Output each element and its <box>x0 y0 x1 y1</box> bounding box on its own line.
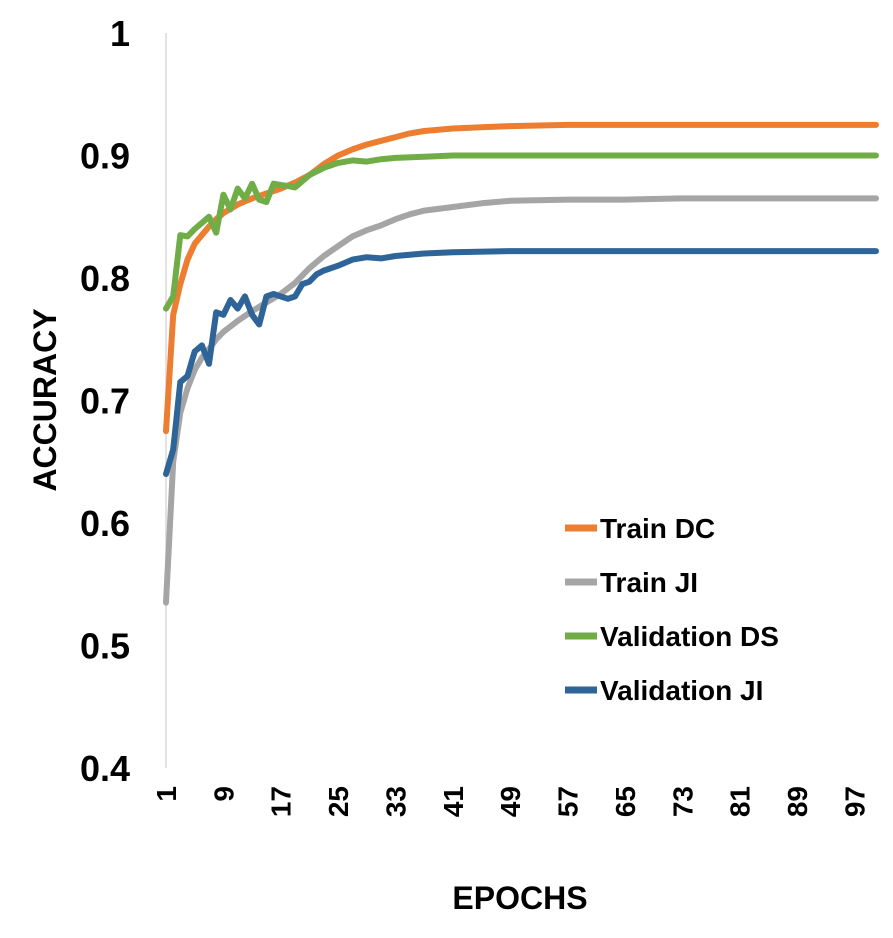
x-tick-label: 41 <box>438 786 469 817</box>
y-tick-label: 0.7 <box>80 381 130 422</box>
x-axis-ticks: 1 9 17 25 33 41 49 57 65 73 81 89 97 <box>151 786 870 817</box>
x-tick-label: 25 <box>323 786 354 817</box>
legend-label: Train DC <box>600 513 715 544</box>
y-axis-ticks: 0.4 0.5 0.6 0.7 0.8 0.9 1 <box>80 13 130 789</box>
y-tick-label: 0.5 <box>80 626 130 667</box>
x-tick-label: 89 <box>782 786 813 817</box>
x-tick-label: 65 <box>610 786 641 817</box>
x-tick-label: 73 <box>667 786 698 817</box>
x-tick-label: 9 <box>208 786 239 802</box>
x-tick-label: 17 <box>266 786 297 817</box>
legend-label: Train JI <box>600 567 698 598</box>
x-tick-label: 49 <box>495 786 526 817</box>
x-tick-label: 33 <box>380 786 411 817</box>
y-axis-title: ACCURACY <box>27 308 63 491</box>
x-tick-label: 57 <box>553 786 584 817</box>
y-tick-label: 0.8 <box>80 258 130 299</box>
x-tick-label: 1 <box>151 786 182 802</box>
legend-label: Validation JI <box>600 675 763 706</box>
y-tick-label: 0.9 <box>80 136 130 177</box>
series-line-validation-ds <box>163 152 879 312</box>
y-tick-label: 0.4 <box>80 748 130 789</box>
y-tick-label: 0.6 <box>80 503 130 544</box>
legend: Train DC Train JI Validation DS Validation … <box>565 513 779 706</box>
legend-label: Validation DS <box>600 621 779 652</box>
series-line-validation-ji <box>163 248 879 477</box>
y-tick-label: 1 <box>110 13 130 54</box>
series-lines <box>163 121 879 606</box>
x-tick-label: 81 <box>725 786 756 817</box>
series-line-train-dc <box>163 121 879 435</box>
x-tick-label: 97 <box>839 786 870 817</box>
x-axis-title: EPOCHS <box>452 880 587 916</box>
